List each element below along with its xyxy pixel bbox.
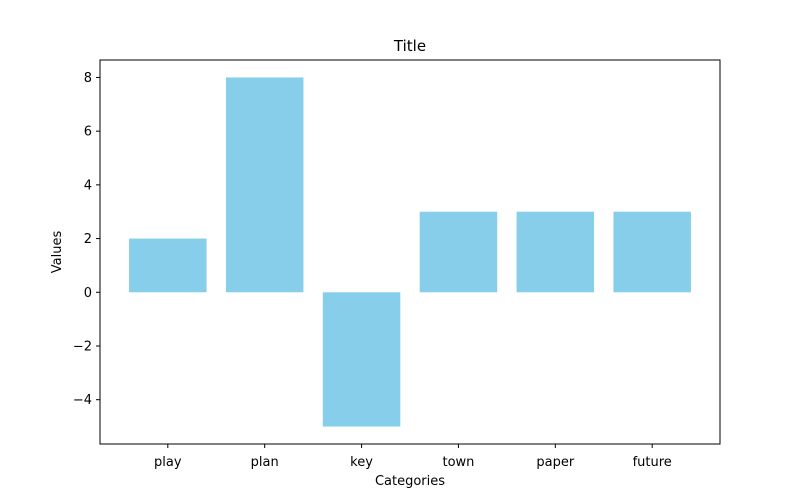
y-tick-label: 2 (84, 232, 92, 247)
y-axis-label: Values (50, 231, 65, 274)
y-tick-label: 6 (84, 125, 92, 140)
bar-plan (225, 77, 304, 293)
bar-paper (516, 211, 595, 293)
plot-frame (99, 59, 721, 445)
bar-future (613, 211, 691, 293)
x-axis-ticks: play plan key town paper future (154, 444, 672, 470)
y-tick-label: 4 (84, 178, 92, 193)
chart-title: Title (393, 37, 426, 55)
bars-group (129, 77, 691, 427)
bar-play (129, 238, 207, 293)
x-tick-label-key: key (350, 455, 373, 470)
x-tick-label-paper: paper (536, 455, 574, 470)
x-axis-label: Categories (375, 474, 445, 489)
y-tick-label: −4 (73, 393, 92, 408)
x-tick-label-future: future (633, 455, 672, 470)
x-tick-label-play: play (154, 455, 182, 470)
y-tick-label: 0 (84, 286, 92, 301)
x-tick-label-town: town (442, 455, 474, 470)
y-tick-label: −2 (73, 339, 92, 354)
x-tick-label-plan: plan (251, 455, 279, 470)
bar-key (322, 292, 401, 427)
y-tick-label: 8 (84, 71, 92, 86)
y-axis-ticks: −4 −2 0 2 4 6 8 (73, 71, 100, 408)
bar-town (419, 211, 498, 293)
